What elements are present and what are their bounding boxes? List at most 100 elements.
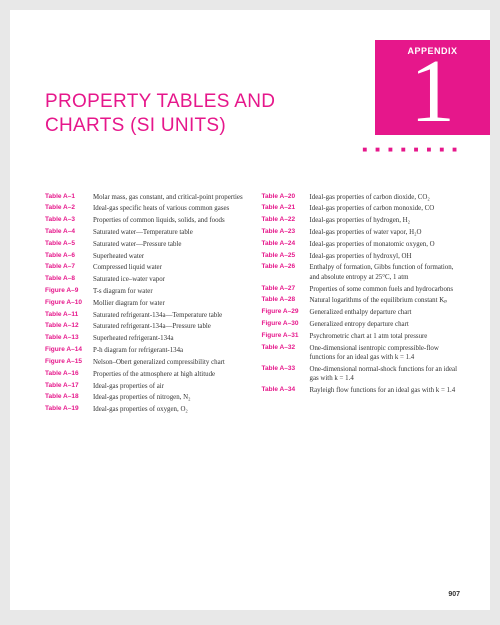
toc-desc: Ideal-gas properties of hydrogen, H₂	[310, 216, 411, 225]
toc-entry: Table A–32One-dimensional isentropic com…	[262, 344, 461, 363]
toc-desc: Nelson–Obert generalized compressibility…	[93, 358, 225, 367]
toc-ref: Figure A–29	[262, 308, 310, 317]
toc-column-left: Table A–1Molar mass, gas constant, and c…	[45, 193, 244, 417]
toc-ref: Table A–34	[262, 386, 310, 395]
toc-ref: Table A–1	[45, 193, 93, 202]
toc-entry: Table A–11Saturated refrigerant-134a—Tem…	[45, 311, 244, 320]
toc-desc: Ideal-gas properties of hydroxyl, OH	[310, 252, 412, 261]
toc-ref: Table A–21	[262, 204, 310, 213]
appendix-badge: APPENDIX 1	[375, 40, 490, 135]
toc-desc: Ideal-gas properties of nitrogen, N₂	[93, 393, 191, 402]
toc-ref: Table A–12	[45, 322, 93, 331]
toc-entry: Table A–18Ideal-gas properties of nitrog…	[45, 393, 244, 402]
toc-ref: Table A–19	[45, 405, 93, 414]
toc-ref: Table A–6	[45, 252, 93, 261]
toc-desc: One-dimensional normal-shock functions f…	[310, 365, 461, 384]
toc-ref: Table A–16	[45, 370, 93, 379]
toc-ref: Table A–11	[45, 311, 93, 320]
table-of-contents: Table A–1Molar mass, gas constant, and c…	[45, 193, 460, 417]
toc-entry: Figure A–15Nelson–Obert generalized comp…	[45, 358, 244, 367]
toc-desc: Properties of the atmosphere at high alt…	[93, 370, 215, 379]
toc-desc: Generalized entropy departure chart	[310, 320, 409, 329]
toc-ref: Table A–3	[45, 216, 93, 225]
decorative-dots: ■ ■ ■ ■ ■ ■ ■ ■	[362, 145, 460, 154]
toc-entry: Table A–27Properties of some common fuel…	[262, 285, 461, 294]
toc-desc: Ideal-gas specific heats of various comm…	[93, 204, 229, 213]
toc-entry: Table A–23Ideal-gas properties of water …	[262, 228, 461, 237]
toc-ref: Table A–23	[262, 228, 310, 237]
toc-ref: Table A–26	[262, 263, 310, 282]
toc-ref: Table A–22	[262, 216, 310, 225]
toc-entry: Table A–3Properties of common liquids, s…	[45, 216, 244, 225]
toc-entry: Table A–22Ideal-gas properties of hydrog…	[262, 216, 461, 225]
toc-ref: Table A–13	[45, 334, 93, 343]
toc-entry: Figure A–31Psychrometric chart at 1 atm …	[262, 332, 461, 341]
toc-ref: Table A–2	[45, 204, 93, 213]
toc-desc: Mollier diagram for water	[93, 299, 165, 308]
toc-entry: Table A–33One-dimensional normal-shock f…	[262, 365, 461, 384]
toc-desc: Psychrometric chart at 1 atm total press…	[310, 332, 428, 341]
toc-desc: Saturated refrigerant-134a—Pressure tabl…	[93, 322, 211, 331]
toc-entry: Table A–20Ideal-gas properties of carbon…	[262, 193, 461, 202]
toc-entry: Table A–34Rayleigh flow functions for an…	[262, 386, 461, 395]
toc-ref: Figure A–14	[45, 346, 93, 355]
toc-entry: Table A–8Saturated ice–water vapor	[45, 275, 244, 284]
toc-entry: Figure A–30Generalized entropy departure…	[262, 320, 461, 329]
toc-ref: Table A–25	[262, 252, 310, 261]
toc-entry: Figure A–9T-s diagram for water	[45, 287, 244, 296]
toc-ref: Table A–18	[45, 393, 93, 402]
toc-ref: Figure A–30	[262, 320, 310, 329]
toc-entry: Table A–17Ideal-gas properties of air	[45, 382, 244, 391]
toc-desc: Ideal-gas properties of monatomic oxygen…	[310, 240, 435, 249]
toc-ref: Table A–8	[45, 275, 93, 284]
toc-ref: Table A–4	[45, 228, 93, 237]
page-number: 907	[448, 591, 460, 598]
toc-desc: Properties of some common fuels and hydr…	[310, 285, 454, 294]
page: APPENDIX 1 ■ ■ ■ ■ ■ ■ ■ ■ PROPERTY TABL…	[10, 10, 490, 610]
toc-entry: Table A–16Properties of the atmosphere a…	[45, 370, 244, 379]
toc-entry: Table A–2Ideal-gas specific heats of var…	[45, 204, 244, 213]
toc-desc: Natural logarithms of the equilibrium co…	[310, 296, 448, 305]
toc-desc: Saturated ice–water vapor	[93, 275, 165, 284]
toc-ref: Table A–20	[262, 193, 310, 202]
toc-desc: Saturated water—Pressure table	[93, 240, 181, 249]
toc-entry: Table A–12Saturated refrigerant-134a—Pre…	[45, 322, 244, 331]
toc-ref: Table A–17	[45, 382, 93, 391]
toc-entry: Table A–21Ideal-gas properties of carbon…	[262, 204, 461, 213]
toc-entry: Figure A–14P-h diagram for refrigerant-1…	[45, 346, 244, 355]
toc-entry: Figure A–29Generalized enthalpy departur…	[262, 308, 461, 317]
toc-entry: Table A–28Natural logarithms of the equi…	[262, 296, 461, 305]
toc-desc: Ideal-gas properties of carbon monoxide,…	[310, 204, 435, 213]
toc-desc: Ideal-gas properties of water vapor, H₂O	[310, 228, 422, 237]
toc-desc: P-h diagram for refrigerant-134a	[93, 346, 183, 355]
toc-desc: Superheated refrigerant-134a	[93, 334, 174, 343]
toc-ref: Figure A–31	[262, 332, 310, 341]
page-title: PROPERTY TABLES AND CHARTS (SI UNITS)	[45, 90, 335, 138]
toc-entry: Table A–26Enthalpy of formation, Gibbs f…	[262, 263, 461, 282]
toc-desc: Properties of common liquids, solids, an…	[93, 216, 225, 225]
toc-entry: Figure A–10Mollier diagram for water	[45, 299, 244, 308]
toc-ref: Table A–5	[45, 240, 93, 249]
toc-entry: Table A–19Ideal-gas properties of oxygen…	[45, 405, 244, 414]
toc-ref: Table A–27	[262, 285, 310, 294]
toc-desc: Ideal-gas properties of air	[93, 382, 164, 391]
toc-desc: Compressed liquid water	[93, 263, 162, 272]
toc-desc: One-dimensional isentropic compressible-…	[310, 344, 461, 363]
toc-desc: Molar mass, gas constant, and critical-p…	[93, 193, 243, 202]
toc-desc: Saturated water—Temperature table	[93, 228, 193, 237]
toc-desc: Generalized enthalpy departure chart	[310, 308, 412, 317]
toc-entry: Table A–24Ideal-gas properties of monato…	[262, 240, 461, 249]
toc-entry: Table A–7Compressed liquid water	[45, 263, 244, 272]
toc-desc: Rayleigh flow functions for an ideal gas…	[310, 386, 456, 395]
toc-ref: Table A–28	[262, 296, 310, 305]
toc-desc: Ideal-gas properties of carbon dioxide, …	[310, 193, 430, 202]
toc-entry: Table A–13Superheated refrigerant-134a	[45, 334, 244, 343]
toc-desc: Superheated water	[93, 252, 144, 261]
toc-ref: Table A–7	[45, 263, 93, 272]
toc-column-right: Table A–20Ideal-gas properties of carbon…	[262, 193, 461, 417]
toc-ref: Figure A–10	[45, 299, 93, 308]
toc-desc: T-s diagram for water	[93, 287, 153, 296]
toc-desc: Saturated refrigerant-134a—Temperature t…	[93, 311, 222, 320]
toc-entry: Table A–6Superheated water	[45, 252, 244, 261]
toc-ref: Figure A–9	[45, 287, 93, 296]
